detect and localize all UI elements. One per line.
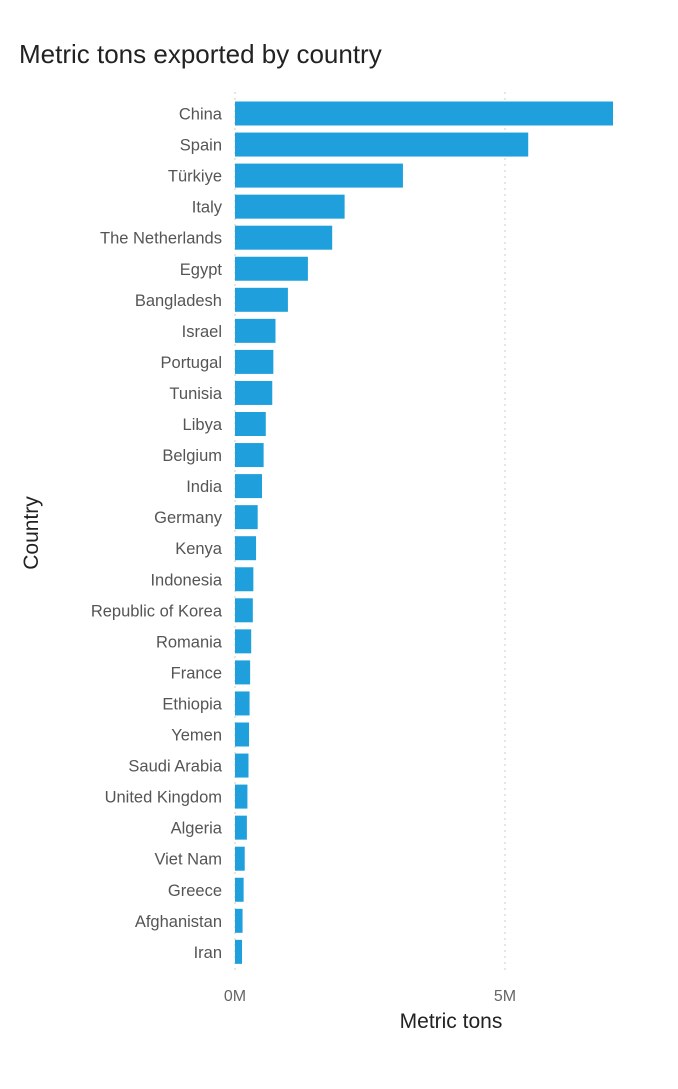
category-label: The Netherlands xyxy=(100,230,222,248)
category-label: Greece xyxy=(168,882,222,900)
bar xyxy=(235,256,308,281)
category-label: Türkiye xyxy=(168,168,222,186)
category-label: Republic of Korea xyxy=(91,602,223,620)
category-label: Tunisia xyxy=(169,385,222,403)
bar xyxy=(235,380,273,405)
category-label: Algeria xyxy=(171,820,223,838)
bar xyxy=(235,722,250,747)
bar xyxy=(235,660,251,685)
bar xyxy=(235,505,258,530)
category-label: Bangladesh xyxy=(135,292,222,310)
category-label: United Kingdom xyxy=(105,789,222,807)
category-label: Germany xyxy=(154,509,223,527)
y-axis-title: Country xyxy=(20,496,43,570)
category-label: Iran xyxy=(194,944,222,962)
bar xyxy=(235,784,248,809)
category-labels: China Spain Türkiye Italy The Netherlands Egy… xyxy=(91,106,223,962)
bar xyxy=(235,598,253,623)
bar xyxy=(235,691,250,716)
bar xyxy=(235,846,245,871)
bar xyxy=(235,287,288,312)
category-label: China xyxy=(179,106,223,124)
bar xyxy=(235,163,403,188)
category-label: India xyxy=(186,478,223,496)
bar xyxy=(235,908,243,933)
bar xyxy=(235,629,252,654)
x-tick-label: 0M xyxy=(224,988,246,1005)
bar xyxy=(235,815,247,840)
bar xyxy=(235,474,262,499)
category-label: Kenya xyxy=(175,540,223,558)
category-label: Libya xyxy=(183,416,223,434)
category-label: Belgium xyxy=(162,447,222,465)
category-label: Egypt xyxy=(180,261,223,279)
x-tick-labels: 0M 5M xyxy=(224,988,516,1005)
bar xyxy=(235,412,266,436)
category-label: Ethiopia xyxy=(162,695,222,713)
category-label: Afghanistan xyxy=(135,913,222,931)
bar xyxy=(235,225,333,250)
category-label: Indonesia xyxy=(150,571,222,589)
category-label: France xyxy=(171,664,222,682)
category-label: Spain xyxy=(180,137,222,155)
category-label: Saudi Arabia xyxy=(128,758,222,776)
x-tick-label: 5M xyxy=(494,988,516,1005)
bar xyxy=(235,753,249,778)
chart-title: Metric tons exported by country xyxy=(19,39,382,69)
bar xyxy=(235,101,613,126)
category-label: Portugal xyxy=(161,354,222,372)
bar xyxy=(235,877,244,902)
bar xyxy=(235,349,274,374)
x-axis-title: Metric tons xyxy=(400,1010,503,1033)
bar xyxy=(235,567,254,592)
gridlines xyxy=(234,92,506,972)
category-label: Israel xyxy=(182,323,222,341)
bar xyxy=(235,194,345,219)
bar xyxy=(235,443,264,468)
bar xyxy=(235,318,276,343)
bar xyxy=(235,536,257,561)
category-label: Italy xyxy=(192,199,223,217)
category-label: Viet Nam xyxy=(154,851,222,869)
category-label: Romania xyxy=(156,633,223,651)
bar xyxy=(235,132,529,157)
bar xyxy=(235,939,243,964)
category-label: Yemen xyxy=(171,727,222,745)
bars xyxy=(235,101,613,964)
